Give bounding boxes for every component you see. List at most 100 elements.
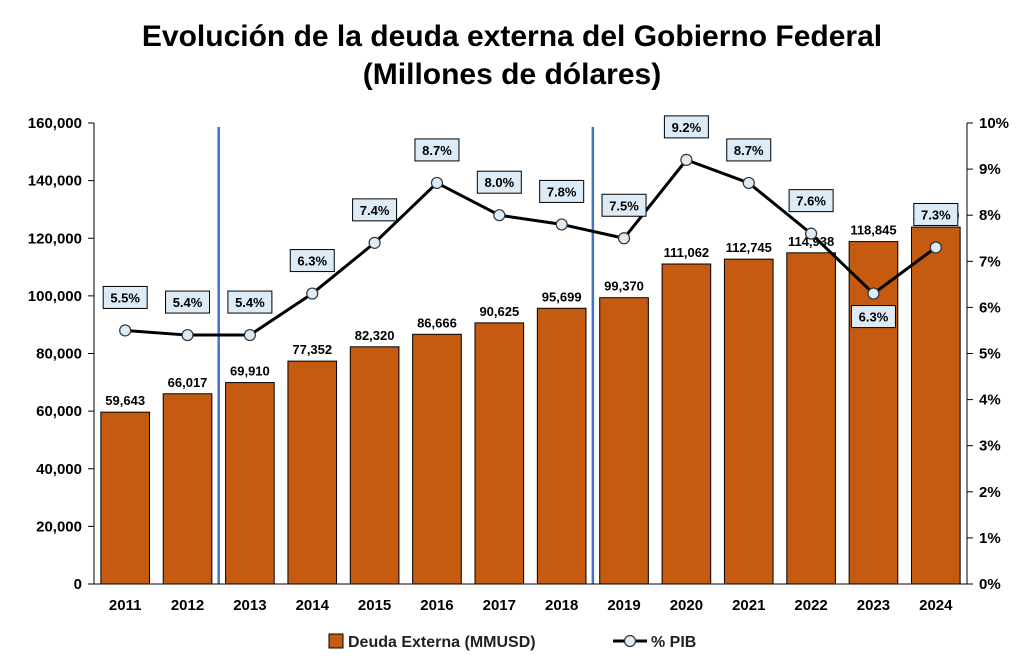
x-tick-label-2017: 2017 bbox=[483, 597, 516, 614]
vertical-markers bbox=[217, 127, 595, 584]
chart-title: Evolución de la deuda externa del Gobier… bbox=[142, 20, 882, 53]
pct-marker-2022 bbox=[805, 227, 818, 240]
bar-2012 bbox=[162, 393, 213, 585]
bar-value-label-2020: 111,062 bbox=[664, 245, 710, 260]
pct-label-box-2014 bbox=[289, 249, 335, 273]
pct-marker-2023 bbox=[867, 287, 880, 300]
right-tick-label: 8% bbox=[979, 207, 1001, 224]
x-tick-label-2011: 2011 bbox=[109, 597, 142, 614]
right-tick-label: 7% bbox=[979, 253, 1001, 270]
left-tick-label: 140,000 bbox=[28, 173, 82, 190]
legend-swatch-deuda bbox=[328, 633, 344, 649]
bar-2019 bbox=[599, 297, 649, 585]
legend-label-pib: % PIB bbox=[651, 634, 696, 651]
bar-2024 bbox=[911, 226, 961, 585]
legend: Deuda Externa (MMUSD) % PIB bbox=[328, 633, 696, 651]
pct-label-2023: 6.3% bbox=[859, 310, 889, 325]
left-tick-label: 40,000 bbox=[36, 461, 82, 478]
pct-marker-2018 bbox=[555, 218, 568, 231]
pct-marker-2011 bbox=[119, 324, 132, 337]
left-tick-label: 160,000 bbox=[28, 115, 82, 132]
x-tick-label-2012: 2012 bbox=[171, 597, 204, 614]
pct-label-box-2011 bbox=[102, 285, 148, 309]
right-tick-label: 5% bbox=[979, 346, 1001, 363]
pct-label-box-2016 bbox=[414, 138, 460, 162]
left-axis-ticks: 0 20,000 40,000 60,000 80,000 100,000 120,000 1… bbox=[28, 115, 94, 593]
pct-label-box-2024 bbox=[913, 202, 959, 226]
pct-marker-2020 bbox=[680, 153, 693, 166]
bar-2011 bbox=[100, 411, 150, 585]
bar-value-label-2015: 82,320 bbox=[355, 328, 395, 343]
pct-marker-2016 bbox=[430, 176, 444, 190]
pct-marker-2019 bbox=[617, 232, 631, 245]
x-tick-label-2018: 2018 bbox=[545, 597, 578, 614]
right-tick-label: 4% bbox=[979, 392, 1001, 409]
bar-2020 bbox=[661, 263, 712, 585]
pct-label-box-2019 bbox=[601, 193, 647, 217]
pct-label-2024: 7.3% bbox=[921, 207, 951, 222]
bar-2015 bbox=[349, 346, 400, 585]
x-tick-label-2021: 2021 bbox=[732, 597, 765, 614]
x-axis-ticks: 2011 2012 2013 2014 2015 2016 2017 2018 2019 2020… bbox=[109, 597, 953, 614]
x-tick-label-2023: 2023 bbox=[857, 597, 890, 614]
legend-label-deuda: Deuda Externa (MMUSD) bbox=[348, 634, 536, 651]
pct-marker-2015 bbox=[368, 236, 381, 249]
bar-2014 bbox=[287, 360, 338, 585]
right-tick-label: 6% bbox=[979, 299, 1001, 316]
left-tick-label: 20,000 bbox=[36, 518, 82, 535]
pct-label-2018: 7.8% bbox=[547, 184, 577, 199]
bar-series bbox=[100, 226, 961, 585]
bar-labels: 59,643 66,017 69,910 77,352 82,320 86,666 90,6… bbox=[105, 208, 959, 408]
x-tick-label-2015: 2015 bbox=[358, 597, 391, 614]
left-tick-label: 100,000 bbox=[28, 288, 82, 305]
pct-label-2021: 8.7% bbox=[734, 143, 764, 158]
bar-2021 bbox=[723, 258, 774, 585]
pct-marker-2014 bbox=[306, 287, 319, 300]
pct-marker-2013 bbox=[243, 328, 256, 342]
bar-2017 bbox=[474, 322, 525, 585]
pct-label-box-2018 bbox=[539, 179, 585, 203]
right-tick-label: 2% bbox=[979, 484, 1001, 501]
bar-value-label-2016: 86,666 bbox=[417, 315, 457, 330]
bar-2013 bbox=[225, 382, 275, 585]
right-tick-label: 1% bbox=[979, 530, 1001, 547]
legend-swatch-pib-marker bbox=[623, 634, 637, 648]
chart-subtitle: (Millones de dólares) bbox=[363, 58, 661, 91]
pct-marker-2017 bbox=[493, 209, 506, 222]
left-tick-label: 120,000 bbox=[28, 230, 82, 247]
pct-line-series bbox=[119, 153, 942, 342]
x-tick-label-2016: 2016 bbox=[420, 597, 453, 614]
pct-label-2013: 5.4% bbox=[235, 295, 265, 310]
bar-value-label-2017: 90,625 bbox=[479, 304, 519, 319]
x-tick-label-2014: 2014 bbox=[296, 597, 330, 614]
pct-marker-2021 bbox=[742, 176, 755, 190]
left-tick-label: 60,000 bbox=[36, 403, 82, 420]
right-tick-label: 10% bbox=[979, 115, 1009, 132]
pct-labels: 5.5% 5.4% 5.4% 6.3% 7.4% 8.7% 8.0% 7.8% 7.5% 9.2%… bbox=[102, 115, 959, 329]
x-tick-label-2013: 2013 bbox=[233, 597, 266, 614]
right-tick-label: 0% bbox=[979, 576, 1001, 593]
x-tick-label-2024: 2024 bbox=[919, 597, 953, 614]
bar-2018 bbox=[536, 307, 587, 585]
pct-label-2011: 5.5% bbox=[110, 290, 140, 305]
bar-value-label-2023: 118,845 bbox=[850, 223, 896, 238]
right-tick-label: 9% bbox=[979, 161, 1001, 178]
pct-label-2020: 9.2% bbox=[672, 120, 702, 135]
left-tick-label: 80,000 bbox=[36, 346, 82, 363]
pct-label-box-2015 bbox=[352, 198, 398, 222]
pct-label-2016: 8.7% bbox=[422, 143, 452, 158]
pct-line bbox=[125, 158, 937, 337]
pct-label-box-2013 bbox=[227, 290, 273, 314]
bar-value-label-2018: 95,699 bbox=[542, 289, 582, 304]
pct-marker-2012 bbox=[181, 328, 194, 342]
pct-label-box-2017 bbox=[476, 170, 522, 194]
right-tick-label: 3% bbox=[979, 438, 1001, 455]
pct-label-box-2021 bbox=[726, 138, 772, 162]
bar-value-label-2013: 69,910 bbox=[230, 364, 270, 379]
bar-value-label-2014: 77,352 bbox=[292, 342, 332, 357]
bar-value-label-2011: 59,643 bbox=[105, 393, 145, 408]
bar-value-label-2012: 66,017 bbox=[168, 375, 208, 390]
pct-label-2017: 8.0% bbox=[485, 175, 515, 190]
x-tick-label-2022: 2022 bbox=[794, 597, 827, 614]
